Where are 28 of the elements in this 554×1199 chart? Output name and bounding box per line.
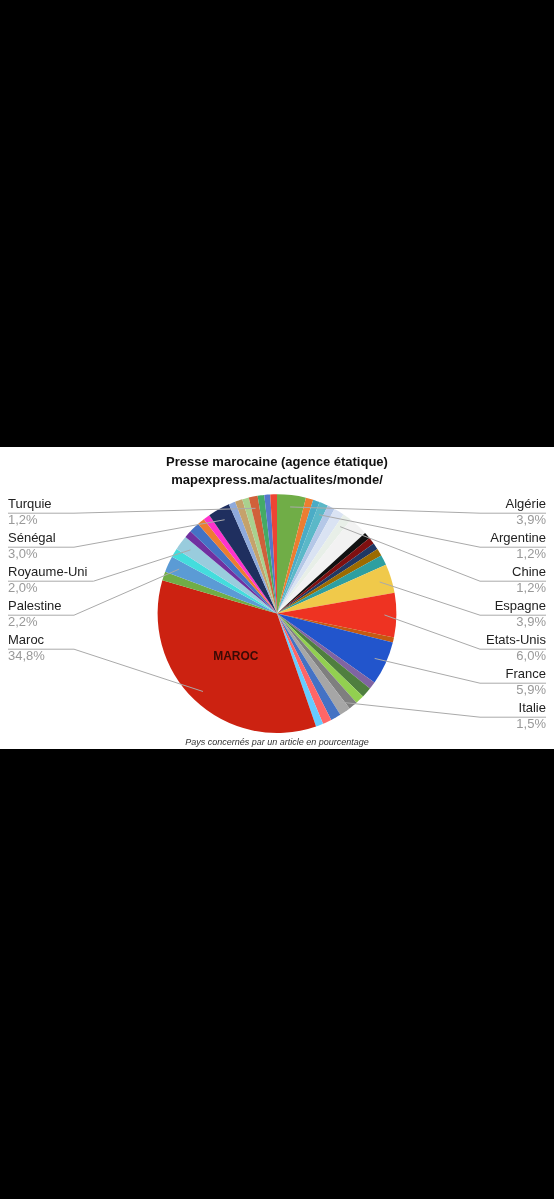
- text: Pays concernés par un article en pourcentage: [185, 737, 369, 747]
- text: MAROC: [213, 649, 259, 664]
- slice-label: Maroc: [8, 632, 45, 648]
- data-label: 1,5%: [516, 716, 547, 732]
- slice-label: Royaume-Uni: [8, 564, 88, 580]
- chart-subtitle: mapexpress.ma/actualites/monde/: [171, 471, 384, 487]
- slice-label: Palestine: [8, 598, 62, 614]
- slice-label: Argentine: [490, 530, 546, 546]
- data-label: 34,8%: [8, 648, 46, 664]
- data-label: 2,0%: [8, 580, 39, 596]
- data-label: 3,9%: [516, 614, 547, 630]
- data-label: 1,2%: [516, 546, 547, 562]
- slice-label: Turquie: [8, 496, 52, 512]
- data-label: 1,2%: [516, 580, 547, 596]
- data-label: 2,2%: [8, 614, 39, 630]
- slice-label: Italie: [518, 700, 546, 716]
- data-label: 5,9%: [516, 682, 547, 698]
- slice-label: Sénégal: [8, 530, 56, 546]
- slice-label: Algérie: [505, 496, 546, 512]
- data-label: 3,9%: [516, 512, 547, 528]
- data-label: 3,0%: [8, 546, 39, 562]
- slice-label: Chine: [512, 564, 546, 580]
- data-label: 1,2%: [8, 512, 39, 528]
- data-label: 6,0%: [516, 648, 547, 664]
- slice-label: Etats-Unis: [486, 632, 547, 648]
- chart-title: Presse marocaine (agence étatique): [166, 454, 388, 470]
- slice-label: France: [505, 666, 546, 682]
- slice-label: Espagne: [494, 598, 546, 614]
